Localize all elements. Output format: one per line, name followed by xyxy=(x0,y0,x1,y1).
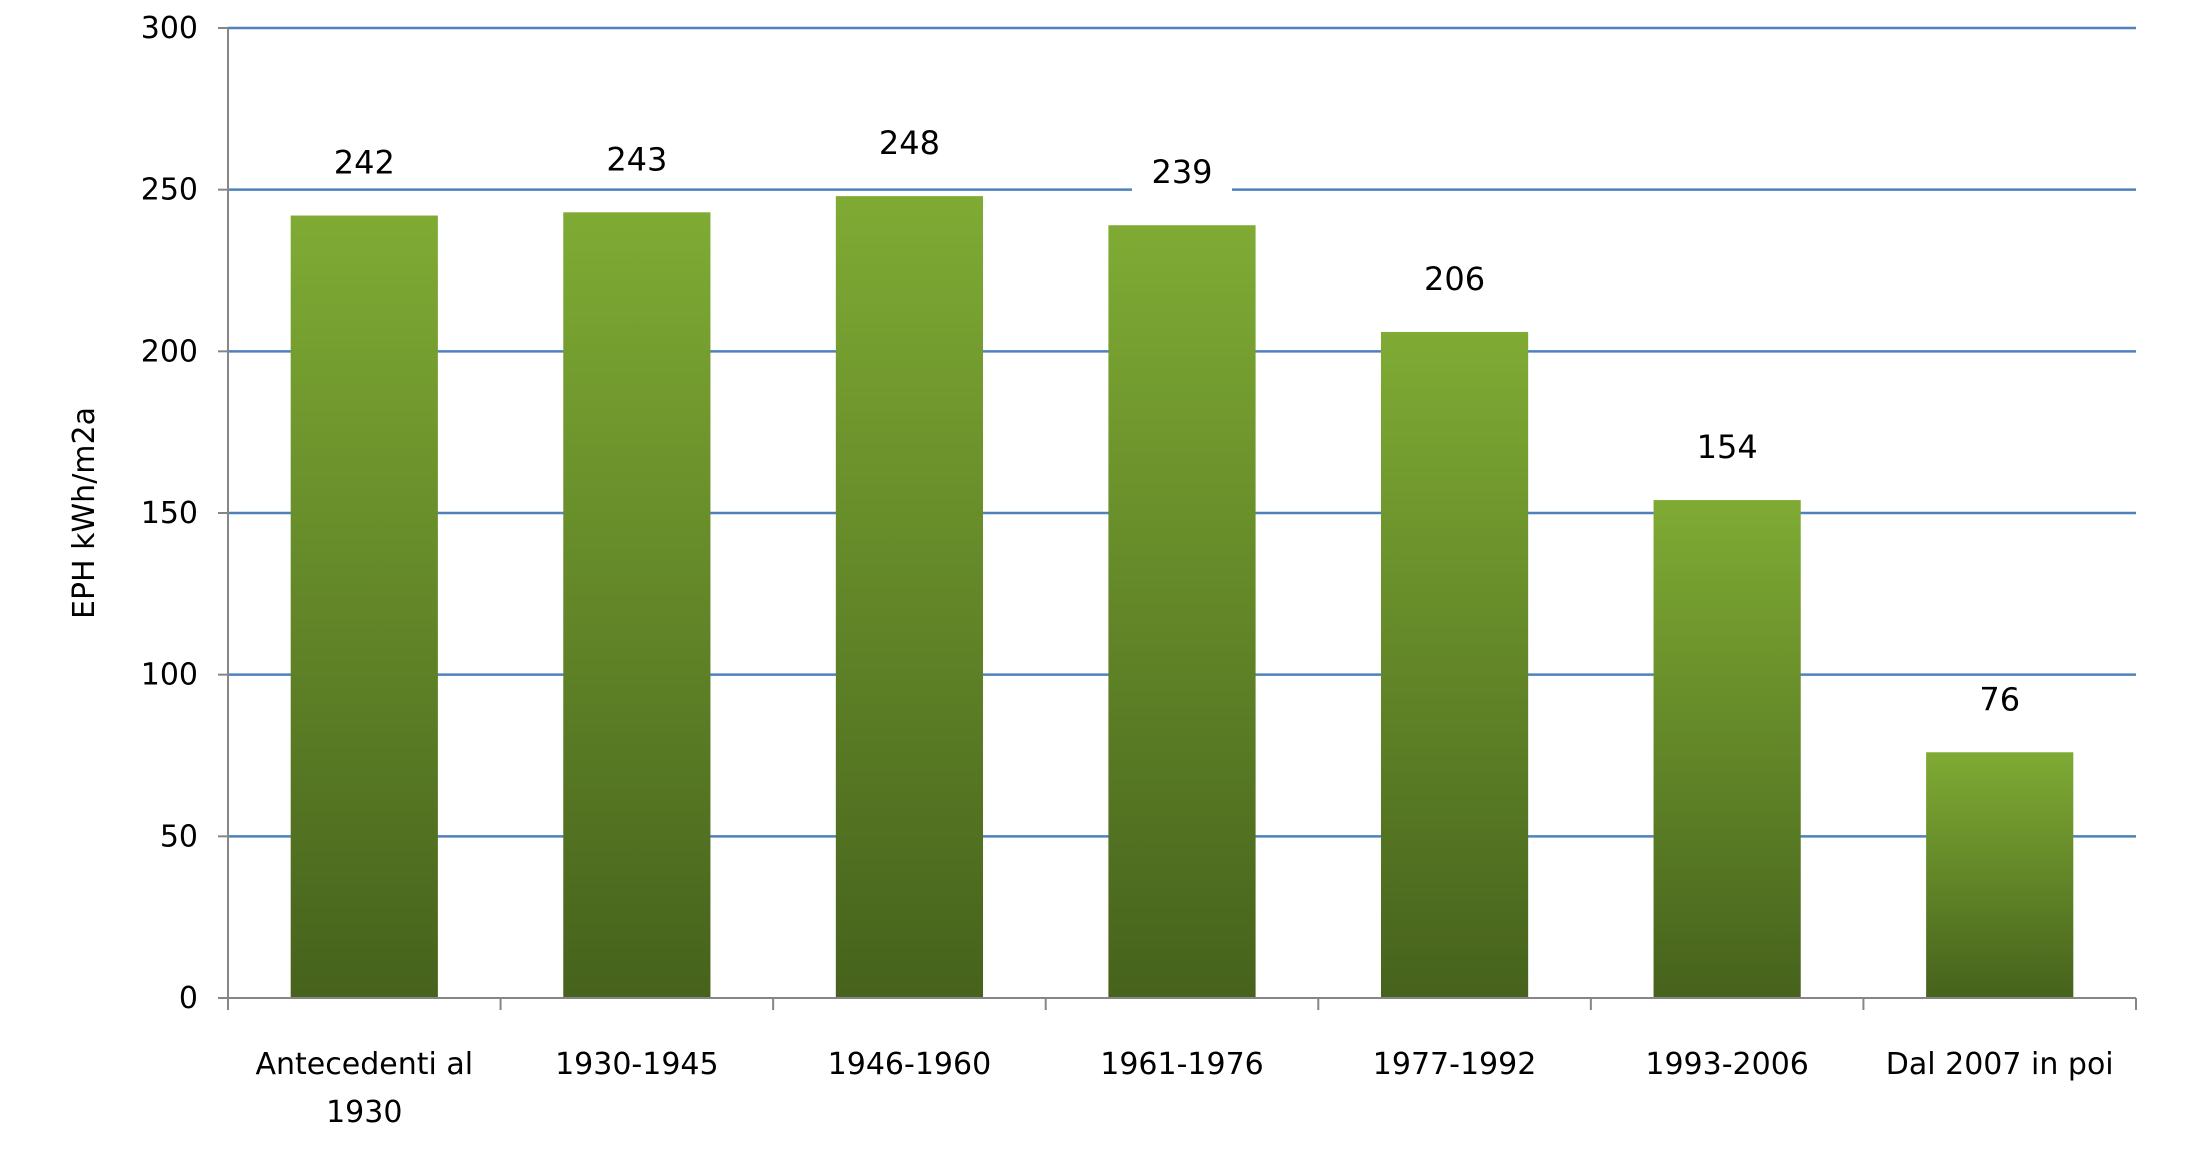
data-label-bg xyxy=(1677,428,1778,473)
bar-2 xyxy=(835,196,984,999)
bar-5 xyxy=(1653,500,1801,998)
data-label-bg xyxy=(1949,680,2050,725)
y-tick-label: 100 xyxy=(141,658,198,693)
x-tick-label: Antecedenti al xyxy=(255,1047,473,1082)
data-label: 242 xyxy=(334,144,395,182)
x-tick-label: 1946-1960 xyxy=(828,1047,992,1082)
data-label: 243 xyxy=(606,140,667,178)
x-tick-label: 1993-2006 xyxy=(1645,1047,1809,1082)
data-label: 76 xyxy=(1979,680,2020,718)
data-label: 239 xyxy=(1151,153,1212,191)
data-label: 248 xyxy=(879,124,940,162)
y-tick-label: 250 xyxy=(141,173,198,208)
y-tick-label: 0 xyxy=(179,981,198,1016)
data-label-bg xyxy=(1132,153,1232,198)
x-tick-label: 1930-1945 xyxy=(555,1047,719,1082)
data-label-bg xyxy=(586,140,687,185)
bar-3 xyxy=(1108,225,1256,998)
x-tick-label: Dal 2007 in poi xyxy=(1886,1047,2114,1082)
x-tick-label: 1930 xyxy=(326,1095,402,1130)
data-label-bg xyxy=(859,124,960,169)
y-tick-label: 300 xyxy=(141,11,198,46)
axes: 0 50 100 150 200 250 300 Antecedenti al 1930 1930… xyxy=(141,11,2137,1130)
y-tick-label: 50 xyxy=(160,819,198,854)
data-label-bg xyxy=(1404,259,1505,304)
data-label: 154 xyxy=(1697,428,1758,466)
bars xyxy=(290,196,2074,999)
x-tick-label: 1977-1992 xyxy=(1373,1047,1537,1082)
data-labels: 242 243 248 239 206 154 76 xyxy=(314,124,2050,725)
data-label-bg xyxy=(314,143,415,188)
y-tick-label: 200 xyxy=(141,334,198,369)
data-label: 206 xyxy=(1424,260,1485,298)
bar-6 xyxy=(1926,752,2074,998)
bar-1 xyxy=(563,212,711,999)
bar-0 xyxy=(290,215,438,999)
y-axis-title: EPH kWh/m2a xyxy=(67,407,102,619)
bar-4 xyxy=(1380,331,1529,998)
y-tick-label: 150 xyxy=(141,496,198,531)
x-tick-label: 1961-1976 xyxy=(1100,1047,1264,1082)
